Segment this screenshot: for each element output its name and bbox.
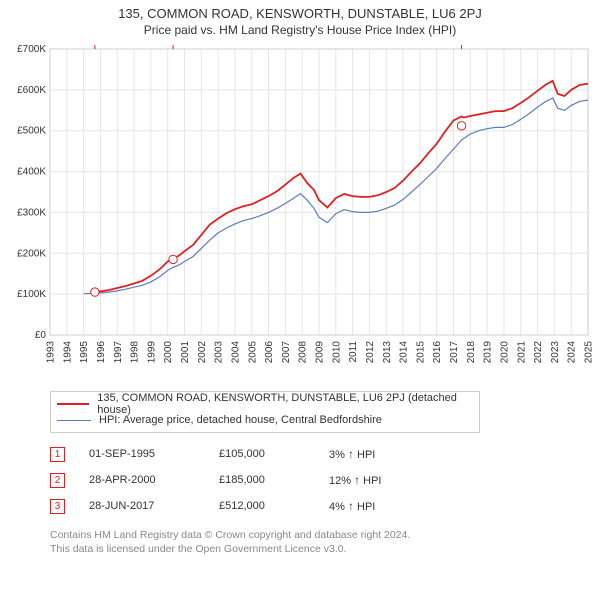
chart-title: 135, COMMON ROAD, KENSWORTH, DUNSTABLE, … (6, 6, 594, 21)
sale-date: 01-SEP-1995 (89, 448, 219, 460)
page-root: 135, COMMON ROAD, KENSWORTH, DUNSTABLE, … (0, 0, 600, 590)
svg-text:2021: 2021 (516, 341, 527, 364)
svg-text:2002: 2002 (197, 341, 208, 364)
svg-text:2010: 2010 (331, 341, 342, 364)
sale-marker-list: 1 01-SEP-1995£105,0003% ↑ HPI 2 28-APR-2000… (50, 441, 594, 519)
sale-pct-vs-hpi: 4% ↑ HPI (329, 499, 439, 513)
sale-price: £512,000 (219, 500, 329, 512)
footer-line-1: Contains HM Land Registry data © Crown c… (50, 529, 594, 543)
sale-marker-row: 3 28-JUN-2017£512,0004% ↑ HPI (50, 493, 594, 519)
svg-text:2018: 2018 (466, 341, 477, 364)
sale-pct-vs-hpi: 12% ↑ HPI (329, 473, 439, 487)
sale-price: £105,000 (219, 448, 329, 460)
svg-text:2009: 2009 (315, 341, 326, 364)
legend-item: 135, COMMON ROAD, KENSWORTH, DUNSTABLE, … (57, 396, 473, 412)
sale-pct-vs-hpi: 3% ↑ HPI (329, 447, 439, 461)
svg-text:£600K: £600K (17, 85, 46, 96)
svg-text:2004: 2004 (230, 341, 241, 364)
svg-text:2003: 2003 (214, 341, 225, 364)
svg-text:£200K: £200K (17, 248, 46, 259)
svg-text:2020: 2020 (499, 341, 510, 364)
sale-date: 28-JUN-2017 (89, 500, 219, 512)
sale-marker-badge: 2 (50, 473, 65, 488)
svg-text:2019: 2019 (483, 341, 494, 364)
svg-text:£500K: £500K (17, 126, 46, 137)
svg-text:2017: 2017 (449, 341, 460, 364)
sale-marker-badge: 3 (50, 499, 65, 514)
footer-line-2: This data is licensed under the Open Gov… (50, 543, 594, 557)
svg-text:2013: 2013 (382, 341, 393, 364)
legend-label: 135, COMMON ROAD, KENSWORTH, DUNSTABLE, … (97, 392, 473, 416)
chart-svg: £0 £100K £200K £300K £400K £500K £600K £700K 199… (6, 45, 594, 385)
sale-marker-badge: 1 (50, 447, 65, 462)
svg-text:1996: 1996 (96, 341, 107, 364)
sale-marker-row: 1 01-SEP-1995£105,0003% ↑ HPI (50, 441, 594, 467)
svg-text:2025: 2025 (584, 341, 595, 364)
svg-text:1995: 1995 (79, 341, 90, 364)
svg-text:1998: 1998 (130, 341, 141, 364)
legend-box: 135, COMMON ROAD, KENSWORTH, DUNSTABLE, … (50, 391, 480, 433)
legend-swatch (57, 403, 89, 405)
sale-price: £185,000 (219, 474, 329, 486)
svg-text:2001: 2001 (180, 341, 191, 364)
svg-text:2006: 2006 (264, 341, 275, 364)
chart-subtitle: Price paid vs. HM Land Registry's House … (6, 23, 594, 37)
legend-label: HPI: Average price, detached house, Cent… (99, 414, 382, 426)
svg-text:£100K: £100K (17, 289, 46, 300)
svg-text:2011: 2011 (348, 341, 359, 363)
svg-text:£400K: £400K (17, 167, 46, 178)
chart-area: £0 £100K £200K £300K £400K £500K £600K £700K 199… (6, 45, 594, 385)
svg-text:2007: 2007 (281, 341, 292, 364)
sale-marker-row: 2 28-APR-2000£185,00012% ↑ HPI (50, 467, 594, 493)
svg-text:£700K: £700K (17, 45, 46, 55)
svg-text:2012: 2012 (365, 341, 376, 364)
svg-text:2000: 2000 (163, 341, 174, 364)
svg-text:2023: 2023 (550, 341, 561, 364)
svg-text:1994: 1994 (62, 341, 73, 364)
svg-text:1999: 1999 (146, 341, 157, 364)
svg-text:2005: 2005 (247, 341, 258, 364)
svg-text:2022: 2022 (533, 341, 544, 364)
svg-text:1997: 1997 (113, 341, 124, 364)
footer-note: Contains HM Land Registry data © Crown c… (50, 529, 594, 556)
svg-text:2008: 2008 (298, 341, 309, 364)
svg-text:£300K: £300K (17, 207, 46, 218)
legend-swatch (57, 420, 91, 421)
svg-text:1993: 1993 (46, 341, 57, 364)
svg-text:2016: 2016 (432, 341, 443, 364)
svg-text:£0: £0 (35, 330, 47, 341)
svg-text:2014: 2014 (399, 341, 410, 364)
svg-text:2024: 2024 (567, 341, 578, 364)
sale-date: 28-APR-2000 (89, 474, 219, 486)
svg-text:2015: 2015 (415, 341, 426, 364)
